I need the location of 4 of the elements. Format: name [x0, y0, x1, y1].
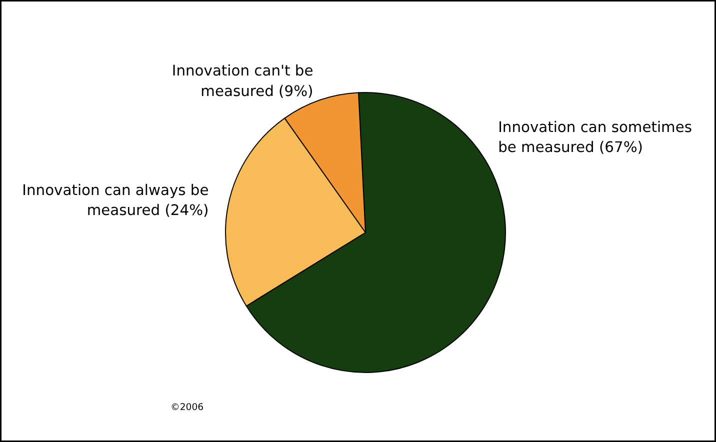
slice-label: Innovation can sometimes be measured (67%)	[498, 118, 692, 156]
text: ©2006	[170, 402, 204, 413]
slice-label: Innovation can always be measured (24%)	[22, 182, 209, 220]
slice-label: Innovation can't be measured (9%)	[172, 62, 314, 100]
